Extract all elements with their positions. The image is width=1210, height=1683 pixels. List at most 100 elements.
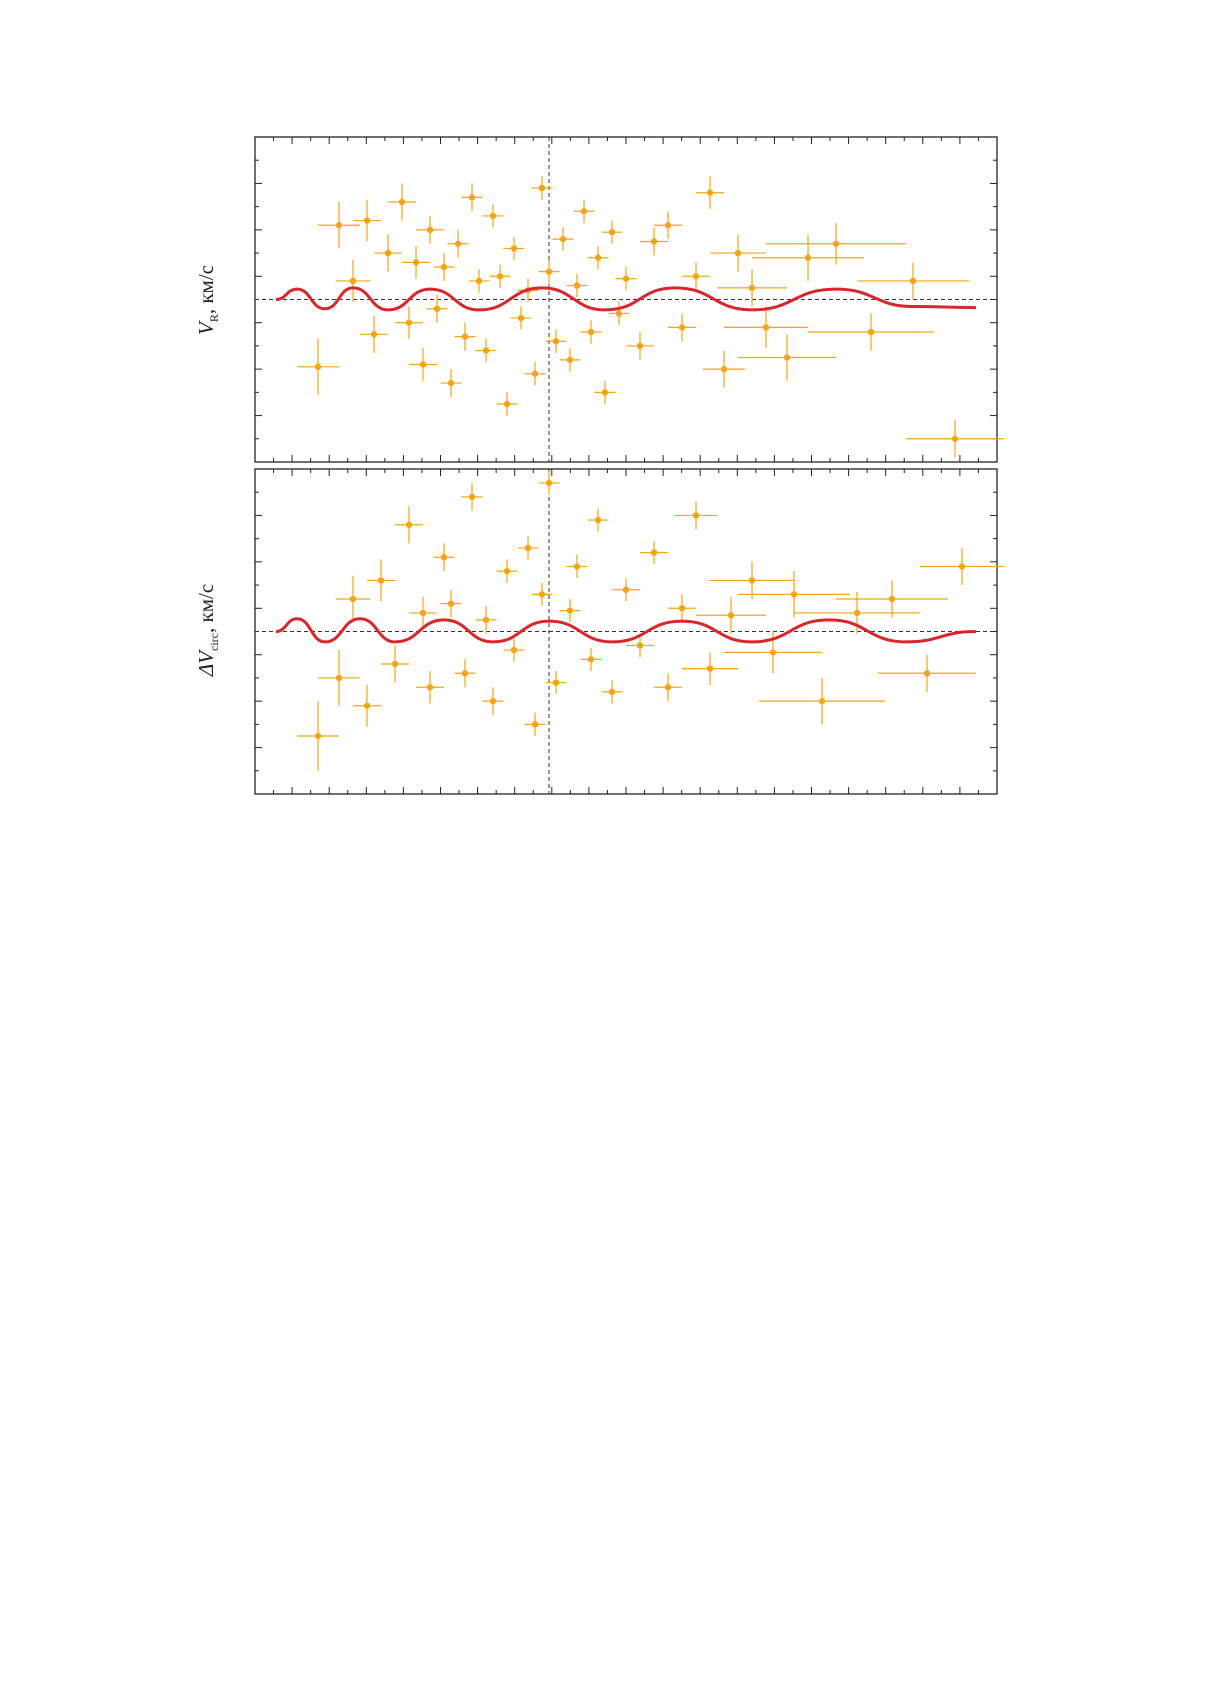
- panel-top-ticks: [254, 136, 998, 463]
- panel-top-data-point: [640, 227, 668, 256]
- panel-top-point-marker: [832, 240, 840, 247]
- panel-top-point-marker: [559, 235, 567, 243]
- panel-bottom-point-marker: [727, 612, 735, 619]
- panel-bottom-data-point: [297, 701, 339, 771]
- panel-top-point-marker: [762, 324, 770, 331]
- panel-bottom-point-marker: [461, 670, 469, 677]
- panel-top-data-point: [440, 369, 462, 397]
- panel-bottom-data-point: [318, 650, 360, 706]
- panel-bottom-point-marker: [510, 646, 518, 654]
- panel-top: VR, км/с: [194, 136, 1004, 463]
- panel-top-points: [297, 176, 1004, 458]
- panel-bottom-point-marker: [706, 665, 714, 672]
- panel-bottom-ylabel-symbol: ΔV: [194, 649, 218, 677]
- panel-top-point-marker: [608, 228, 616, 236]
- panel-top-data-point: [395, 306, 423, 339]
- panel-bottom-data-point: [601, 680, 623, 704]
- panel-top-point-marker: [678, 324, 686, 331]
- panel-bottom-point-marker: [888, 595, 896, 603]
- panel-top-point-marker: [447, 379, 455, 387]
- panel-top-data-point: [510, 306, 532, 330]
- panel-top-data-point: [374, 234, 402, 272]
- panel-top-data-point: [587, 246, 609, 270]
- panel-bottom-point-marker: [664, 684, 672, 691]
- panel-top-point-marker: [503, 400, 511, 408]
- panel-top-point-marker: [580, 208, 588, 215]
- panel-bottom-point-marker: [363, 702, 371, 709]
- panel-bottom-data-point: [381, 645, 409, 683]
- panel-top-data-point: [654, 211, 682, 240]
- panel-bottom-data-point: [440, 589, 462, 618]
- panel-top-point-marker: [335, 222, 343, 229]
- panel-top-point-marker: [587, 328, 595, 336]
- panel-bottom-point-marker: [622, 586, 630, 593]
- panel-bottom-point-marker: [314, 732, 322, 740]
- panel-bottom-point-marker: [573, 563, 581, 570]
- panel-bottom-data-point: [524, 712, 546, 736]
- panel-bottom-data-point: [559, 599, 581, 623]
- panel-top-point-marker: [517, 314, 525, 322]
- panel-bottom-data-point: [738, 571, 850, 618]
- panel-top-data-point: [559, 348, 581, 372]
- panel-bottom-data-point: [836, 580, 948, 618]
- panel-bottom-point-marker: [524, 544, 532, 552]
- panel-top-data-point: [752, 234, 864, 281]
- panel-top-point-marker: [419, 361, 427, 368]
- panel-bottom-ylabel-subscript: circ: [207, 633, 221, 651]
- panel-bottom-data-point: [395, 506, 423, 544]
- panel-top-point-marker: [692, 273, 700, 280]
- panel-bottom-data-point: [517, 536, 539, 560]
- panel-bottom-data-point: [794, 592, 920, 634]
- panel-top-point-marker: [867, 328, 875, 336]
- panel-top-data-point: [696, 176, 724, 209]
- panel-top-point-marker: [601, 389, 609, 396]
- panel-bottom-ticks: [254, 468, 998, 795]
- panel-top-data-point: [461, 183, 483, 212]
- panel-top-point-marker: [412, 259, 420, 266]
- panel-top-y-axis-label: VR, км/с: [194, 265, 221, 335]
- panel-bottom-points: [297, 471, 1004, 771]
- panel-top-point-marker: [475, 277, 483, 285]
- panel-bottom-point-marker: [503, 567, 511, 575]
- panel-top-data-point: [626, 332, 654, 360]
- panel-bottom-y-axis-label: ΔVcirc, км/с: [194, 584, 221, 677]
- panel-top-data-point: [388, 183, 416, 221]
- panel-bottom-point-marker: [377, 577, 385, 584]
- panel-top-data-point: [426, 294, 448, 323]
- panel-bottom-point-marker: [678, 605, 686, 612]
- panel-top-data-point: [360, 315, 388, 353]
- panel-bottom-point-marker: [692, 512, 700, 519]
- panel-top-point-marker: [650, 238, 658, 245]
- panel-bottom-point-marker: [818, 697, 826, 705]
- panel-bottom-data-point: [682, 652, 738, 685]
- panel-bottom-point-marker: [608, 688, 616, 696]
- panel-top-point-marker: [622, 275, 630, 282]
- panel-bottom-data-point: [626, 633, 654, 658]
- panel-top-data-point: [538, 260, 560, 284]
- panel-bottom-data-point: [612, 578, 640, 602]
- panel-bottom-data-point: [580, 647, 602, 671]
- panel-top-data-point: [409, 348, 437, 381]
- panel-bottom-point-marker: [958, 563, 966, 570]
- panel-bottom-point-marker: [419, 609, 427, 617]
- panel-bottom-data-point: [878, 654, 976, 692]
- panel-bottom-data-point: [696, 596, 766, 634]
- panel-top-point-marker: [461, 333, 469, 340]
- panel-bottom-data-point: [654, 673, 682, 702]
- panel-top-data-point: [608, 301, 630, 326]
- panel-top-point-marker: [510, 245, 518, 252]
- panel-bottom-data-point: [566, 554, 588, 579]
- panel-top-data-point: [335, 260, 371, 302]
- panel-top-point-marker: [398, 198, 406, 206]
- panel-bottom-point-marker: [552, 679, 560, 686]
- panel-top-data-point: [580, 320, 602, 344]
- panel-bottom-data-point: [759, 677, 885, 725]
- two-panel-scatter-figure: VR, км/с ΔVcirc, км/с: [194, 136, 1004, 795]
- panel-top-data-point: [353, 199, 381, 242]
- panel-bottom-point-marker: [769, 649, 777, 656]
- panel-top-point-marker: [314, 363, 322, 371]
- panel-top-data-point: [416, 215, 444, 244]
- panel-top-data-point: [703, 350, 745, 388]
- panel-top-fit-curve: [275, 286, 977, 312]
- panel-bottom-point-marker: [923, 670, 931, 677]
